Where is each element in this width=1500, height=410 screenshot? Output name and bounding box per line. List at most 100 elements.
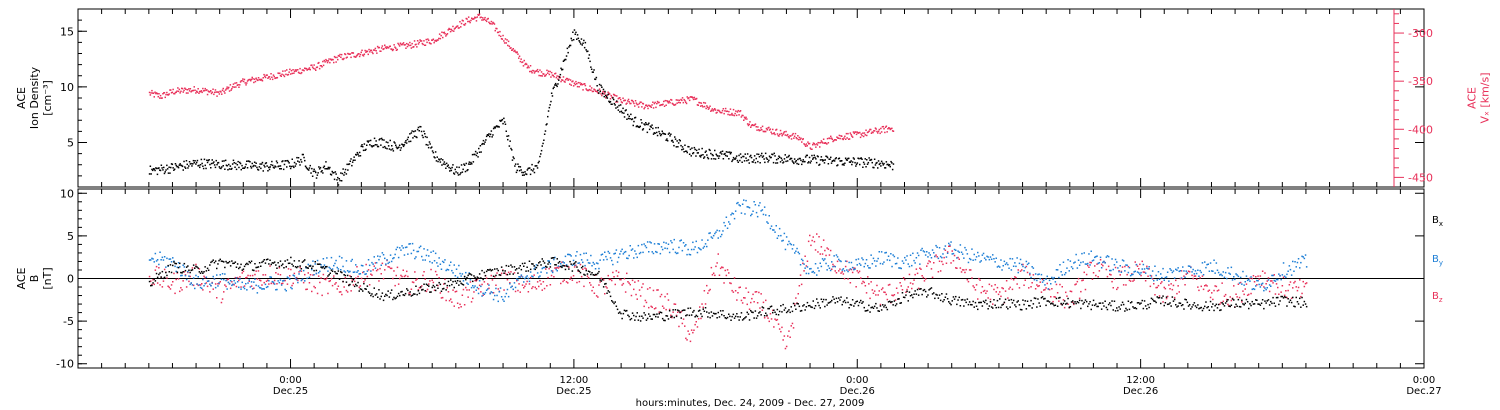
vx-point [821, 141, 823, 143]
by-point [1268, 284, 1271, 286]
bx-point [422, 288, 424, 291]
bz-point [612, 271, 614, 274]
bx-point [206, 267, 209, 270]
density-point [651, 124, 653, 126]
bz-point [461, 294, 464, 296]
vx-point [563, 80, 565, 83]
density-point [319, 166, 322, 169]
bx-point [800, 309, 803, 312]
bz-point [179, 290, 181, 293]
density-point [699, 156, 702, 158]
vx-point [726, 110, 728, 112]
bx-point [254, 263, 256, 265]
bz-point [397, 283, 400, 285]
vx-point [213, 91, 216, 94]
density-point [453, 172, 455, 174]
bx-point [231, 260, 233, 262]
bx-point [532, 263, 534, 265]
by-point [958, 251, 960, 253]
bx-point [539, 261, 541, 263]
bx-point [152, 282, 154, 284]
vx-point [804, 145, 807, 147]
bx-point [154, 280, 157, 282]
vx-point [602, 90, 605, 93]
bx-point [803, 304, 805, 306]
bx-point [712, 312, 715, 315]
by-point [437, 265, 439, 267]
vx-point [467, 16, 470, 18]
density-point [867, 161, 870, 164]
vx-point [166, 94, 169, 96]
bx-point [607, 290, 609, 292]
bx-point [761, 306, 764, 308]
density-point [589, 60, 591, 63]
density-point [337, 184, 340, 186]
density-point [402, 145, 405, 148]
by-point [478, 280, 481, 282]
density-point [685, 150, 688, 152]
vx-point [514, 51, 517, 53]
bx-point [819, 307, 821, 309]
density-point [229, 165, 232, 167]
vx-point [676, 102, 678, 104]
bx-point [561, 266, 563, 269]
density-point [736, 159, 739, 162]
vx-point [257, 77, 260, 79]
by-point [196, 283, 198, 285]
density-point [354, 159, 356, 161]
by-point [884, 252, 886, 254]
by-point [1239, 276, 1242, 279]
bz-point [624, 291, 627, 293]
density-point [866, 163, 869, 165]
bx-point [426, 284, 429, 286]
bz-point [474, 279, 476, 282]
density-point [601, 86, 603, 88]
density-point [779, 161, 782, 163]
by-point [177, 262, 180, 264]
bx-point [828, 301, 831, 304]
density-point [872, 166, 874, 169]
density-point [700, 154, 703, 156]
bx-point [817, 301, 819, 304]
density-point [576, 34, 579, 36]
vx-point [376, 52, 378, 54]
vx-point [824, 142, 826, 144]
bz-point [902, 277, 905, 279]
bx-point [540, 264, 542, 266]
by-point [194, 287, 196, 290]
bz-point [730, 282, 732, 285]
density-point [372, 145, 374, 147]
bz-point [234, 276, 237, 279]
by-point [915, 257, 918, 259]
vx-point [842, 138, 844, 141]
bx-point [1041, 296, 1044, 298]
bz-point [907, 286, 909, 288]
bx-point [743, 318, 745, 320]
density-point [572, 39, 575, 41]
vx-point [198, 92, 200, 94]
density-point [481, 143, 483, 146]
bx-point [822, 298, 825, 301]
by-point [1028, 262, 1030, 264]
density-point [467, 169, 469, 171]
by-point [636, 256, 638, 259]
bx-point [321, 267, 323, 269]
vx-point [357, 53, 359, 55]
bz-point [1271, 280, 1273, 282]
y-tick-label: 15 [60, 25, 74, 38]
density-point [741, 161, 743, 163]
bx-point [983, 301, 986, 304]
bz-point [277, 273, 279, 275]
bz-point [402, 269, 404, 271]
density-point [567, 51, 569, 54]
by-point [867, 265, 869, 267]
bz-point [1007, 297, 1009, 299]
bx-point [820, 298, 823, 300]
bx-point [784, 307, 787, 309]
bz-point [715, 265, 717, 268]
density-point [619, 111, 621, 113]
density-point [436, 156, 438, 158]
density-point [808, 156, 811, 159]
by-point [840, 260, 842, 263]
bz-point [403, 275, 406, 278]
